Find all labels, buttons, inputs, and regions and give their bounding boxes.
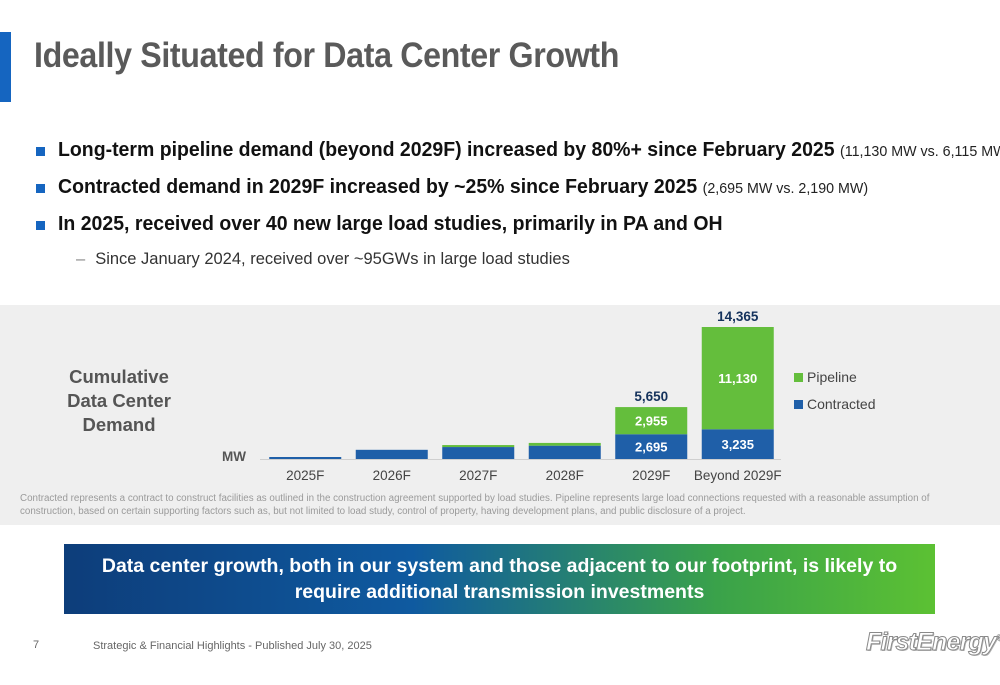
bar-pipeline-2028f [528,442,601,446]
data-label: 3,235 [721,437,754,452]
bullet-contracted-demand: Contracted demand in 2029F increased by … [36,175,996,199]
total-label: 5,650 [634,389,668,404]
sub-bullet: – Since January 2024, received over ~95GW… [76,250,570,269]
chart-label-line: Data Center [67,390,171,411]
bullet-pipeline-demand: Long-term pipeline demand (beyond 2029F)… [36,138,1000,162]
bar-pipeline-2027f [442,445,515,448]
title-accent-bar [0,32,11,102]
chart-panel [0,305,1000,525]
bullet-text: In 2025, received over 40 new large load… [58,212,723,235]
bullet-square-icon [36,147,45,156]
bullet-detail: (11,130 MW vs. 6,115 MW) [839,143,1000,160]
dash-icon: – [76,250,86,268]
sub-bullet-text: Since January 2024, received over ~95GWs… [95,250,570,268]
page-number: 7 [33,639,40,651]
chart-label-line: Cumulative [69,366,169,387]
bullet-text: Contracted demand in 2029F increased by … [58,175,698,198]
bar-contracted-2025f [269,457,342,459]
legend-label: Pipeline [807,369,857,385]
x-tick-label: 2025F [286,468,324,483]
x-tick-label: 2026F [373,468,411,483]
bar-contracted-2029f [615,434,688,459]
legend-swatch-pipeline [794,373,803,382]
chart-footnote: Contracted represents a contract to cons… [20,493,930,517]
x-tick-label: Beyond 2029F [694,468,782,483]
banner-text: Data center growth, both in our system a… [101,555,898,603]
bar-contracted-2027f [442,447,515,459]
bullet-load-studies: In 2025, received over 40 new large load… [36,212,996,236]
data-label: 2,695 [635,440,668,455]
bullet-detail: (2,695 MW vs. 2,190 MW) [702,180,869,197]
data-label: 2,955 [635,414,668,429]
page-title: Ideally Situated for Data Center Growth [34,36,620,75]
bullet-square-icon [36,221,45,230]
chart-label: Cumulative Data Center Demand [54,365,184,437]
bar-contracted-beyond-2029f [701,429,774,459]
chart-label-line: Demand [82,414,156,435]
data-center-demand-chart: 2025F 2026F 2027F 2028F 2,695 2,955 5,650 2029F… [222,309,875,483]
bar-contracted-2028f [528,445,601,459]
x-tick-label: 2028F [546,468,584,483]
data-label: 11,130 [718,371,757,386]
legend-swatch-contracted [794,400,803,409]
total-label: 14,365 [717,309,759,324]
callout-banner: Data center growth, both in our system a… [64,544,935,614]
bullet-square-icon [36,184,45,193]
bullet-list: Long-term pipeline demand (beyond 2029F)… [36,138,1000,249]
firstenergy-logo: FirstEnergy® [865,628,1000,657]
x-tick-label: 2027F [459,468,497,483]
bar-contracted-2026f [355,449,428,459]
bar-pipeline-beyond-2029f [701,327,774,430]
bullet-text: Long-term pipeline demand (beyond 2029F)… [58,138,835,161]
x-tick-label: 2029F [632,468,670,483]
y-axis-label: MW [222,449,246,464]
legend-label: Contracted [807,396,875,412]
footer-text: Strategic & Financial Highlights - Publi… [93,640,372,652]
bar-pipeline-2029f [615,407,688,435]
